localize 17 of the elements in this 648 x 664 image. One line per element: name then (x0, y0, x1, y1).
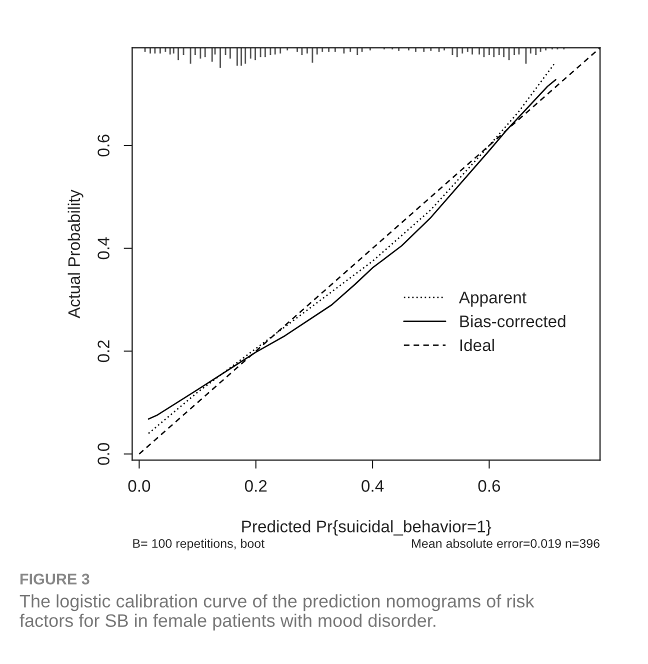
y-tick-label: 0.4 (98, 237, 110, 260)
y-tick-label: 0.2 (98, 340, 110, 362)
x-axis-title: Predicted Pr{suicidal_behavior=1} (242, 520, 492, 536)
legend-label: Ideal (460, 338, 494, 352)
x-tick-label: 0.2 (244, 480, 267, 492)
x-tick-label: 0.4 (362, 480, 384, 492)
x-tick-label: 0.0 (128, 480, 150, 492)
caption: FIGURE 3 (20, 574, 90, 584)
y-tick-label: 0.6 (98, 134, 110, 156)
text: B= 100 repetitions, boot (133, 538, 264, 550)
y-tick-label: 0.0 (98, 443, 110, 465)
text: The logistic calibration curve of the prediction nomograms of risk factors for SB in female patients with mood disorder. (20, 594, 534, 631)
y-axis-title: Actual Probability (68, 190, 84, 318)
legend-label: Apparent (458, 292, 526, 307)
legend-label: Bias-corrected (460, 315, 566, 328)
x-tick-label: 0.6 (478, 480, 500, 492)
text: Mean absolute error=0.019 n=396 (412, 538, 600, 548)
